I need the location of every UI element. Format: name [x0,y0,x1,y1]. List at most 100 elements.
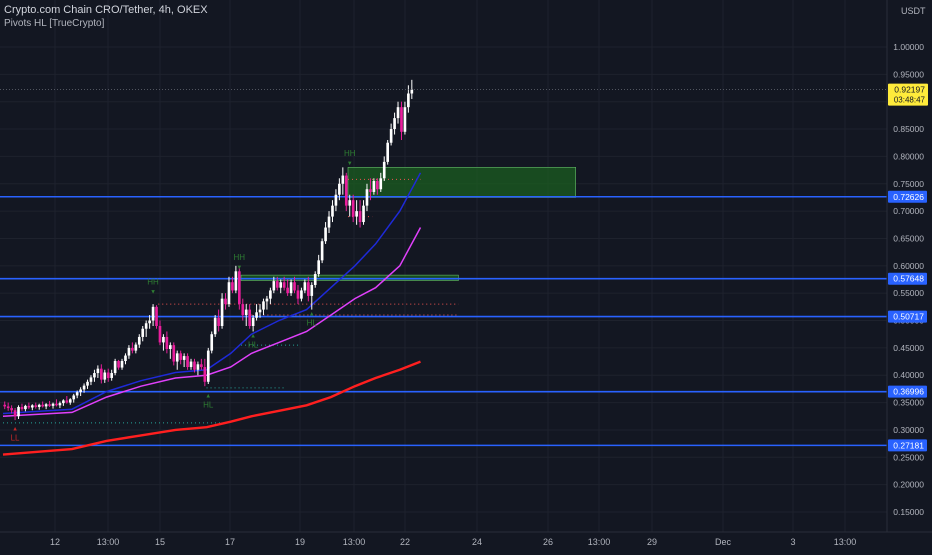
pivot-label: HH [234,253,246,262]
candle-body [296,290,300,299]
candle-body [172,345,176,362]
pivot-labels: LL▲HH▼HL▲HH▼HL▲HL▲HH▼ [11,149,356,443]
candle-body [117,361,120,368]
candle-body [324,227,327,242]
moving-average-line [2,360,421,456]
candle-body [93,373,96,378]
candle-body [55,403,58,406]
time-tick-label: 15 [155,537,165,547]
pivot-label: HH [147,277,159,286]
candle-body [141,328,145,337]
candle-body [186,356,189,368]
level-price-badge [888,272,927,285]
candles [3,79,414,421]
candle-body [124,355,127,362]
price-tick-label: 0.15000 [893,507,924,517]
time-tick-label: 13:00 [97,537,120,547]
candle-body [272,281,276,291]
candle-body [72,395,76,400]
candle-body [193,361,196,370]
current-price-badge [888,83,928,106]
candle-body [196,364,200,370]
level-price-label: 0.27181 [893,440,924,450]
candle-body [24,405,27,410]
candle-body [179,353,182,360]
candle-body [293,282,296,291]
level-price-badge [888,310,927,323]
price-tick-label: 0.75000 [893,179,924,189]
price-tick-label: 0.55000 [893,288,924,298]
grid [0,0,887,532]
candle-body [86,381,89,386]
candle-body [365,189,369,206]
price-tick-label: 0.30000 [893,425,924,435]
candle-body [313,274,317,285]
candle-body [300,290,303,299]
candle-body [3,404,7,407]
moving-average-line [2,172,422,415]
pivot-marker: ▲ [309,312,315,318]
time-tick-label: 13:00 [834,537,857,547]
candle-body [238,271,241,305]
price-tick-label: 1.00000 [893,42,924,52]
moving-average-line [2,227,422,418]
candle-body [310,284,314,296]
candle-body [79,389,82,393]
current-price-value: 0.92197 [894,85,925,95]
horizontal-levels[interactable] [0,178,887,447]
candle-body [244,309,248,316]
candle-body [10,408,13,411]
level-price-badge [888,385,927,398]
candle-body [110,373,113,378]
candle-body [20,406,24,410]
pivot-label: HL [307,319,318,328]
demand-zone [240,274,459,281]
candle-body [376,181,379,190]
candle-body [96,368,100,374]
candle-body [151,306,155,321]
candle-body [231,282,234,291]
candle-body [251,317,255,326]
candle-body [338,183,341,195]
candle-body [317,260,320,275]
candle-body [286,287,289,294]
price-tick-label: 0.70000 [893,206,924,216]
candle-body [203,367,207,382]
candle-body [165,336,169,349]
candle-body [106,372,110,378]
candle-body [282,282,286,288]
candle-body [389,129,393,143]
candle-body [241,304,245,316]
candle-body [386,142,389,162]
candle-body [344,175,348,206]
time-axis[interactable]: 12 13:00 15 17 19 13:00 22 24 26 13:00 29 Dec 3 13:00 [0,531,932,547]
price-axis[interactable]: 1.000000.950000.900000.850000.800000.750… [886,0,932,550]
candle-body [137,336,141,345]
time-tick-label: 17 [225,537,235,547]
candle-body [275,281,279,288]
price-tick-label: 0.60000 [893,261,924,271]
demand-zone [347,167,576,198]
candle-body [269,290,272,299]
indicator-name[interactable]: Pivots HL [TrueCrypto] [4,18,105,29]
level-price-label: 0.72626 [893,192,924,202]
candle-body [372,181,376,192]
candle-body [44,404,48,407]
time-tick-label: 19 [295,537,305,547]
candle-body [362,205,365,223]
moving-averages [2,172,422,456]
price-tick-label: 0.35000 [893,398,924,408]
candle-body [396,107,400,119]
candle-body [393,118,396,130]
pivot-label: HL [248,340,259,349]
candle-body [17,406,20,417]
candle-body [27,405,31,408]
candle-body [113,361,117,374]
candle-body [400,107,403,132]
candle-body [82,385,86,390]
candle-body [262,301,265,310]
candle-body [220,298,224,326]
